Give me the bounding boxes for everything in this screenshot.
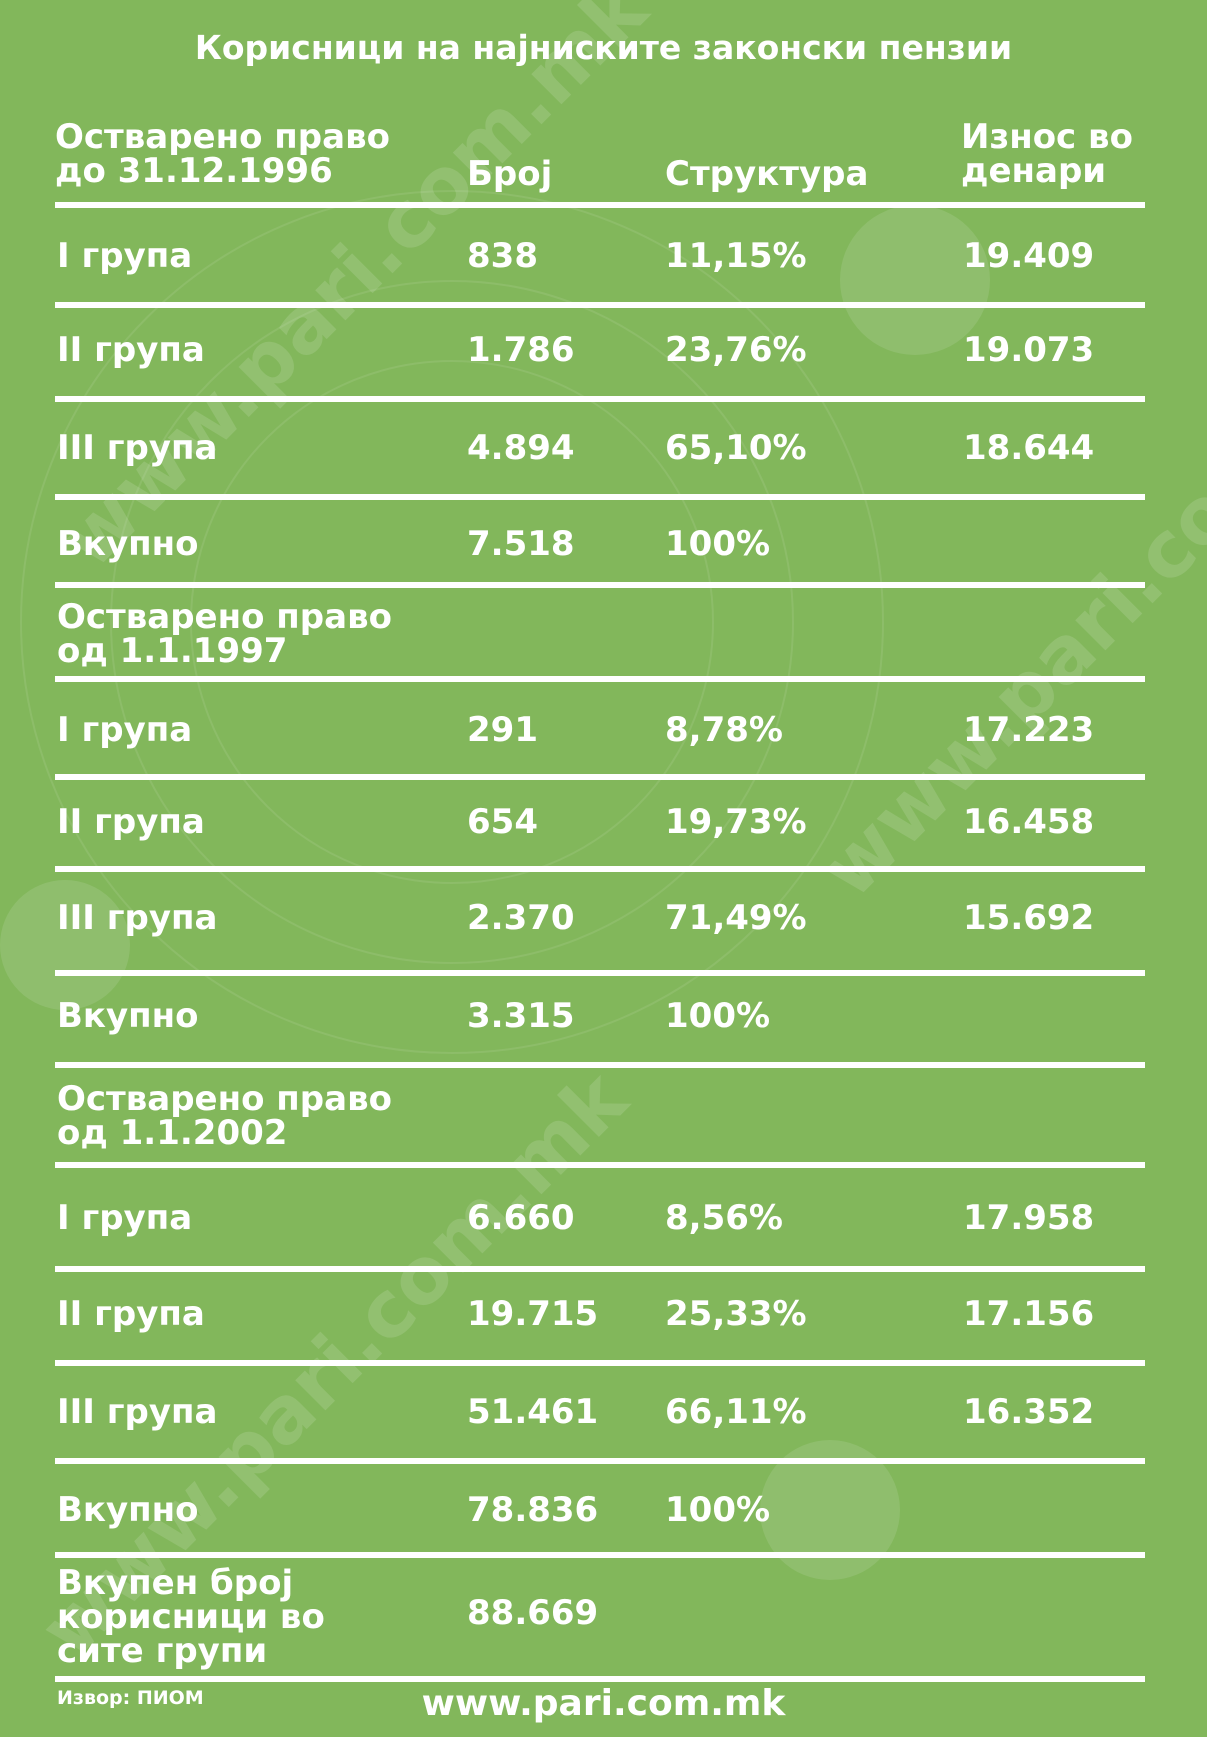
header-share: Структура <box>665 154 869 194</box>
share-value: 23,76% <box>665 330 807 370</box>
source-note: Извор: ПИОМ <box>57 1687 204 1709</box>
divider <box>55 202 1145 208</box>
group-label: I група <box>57 1198 193 1238</box>
count-value: 654 <box>467 802 538 842</box>
divider <box>55 1162 1145 1168</box>
share-value: 65,10% <box>665 428 807 468</box>
section-label: Остварено право од 1.1.2002 <box>57 1079 392 1153</box>
group-label: II група <box>57 1294 205 1334</box>
amount-value: 17.156 <box>963 1294 1095 1334</box>
amount-value: 15.692 <box>963 898 1095 938</box>
divider <box>55 1676 1145 1682</box>
website-url: www.pari.com.mk <box>421 1683 786 1724</box>
amount-value: 16.458 <box>963 802 1095 842</box>
amount-value: 19.073 <box>963 330 1095 370</box>
group-label: I група <box>57 710 193 750</box>
section-label: Остварено право од 1.1.1997 <box>57 597 392 671</box>
grand-total-count: 88.669 <box>467 1593 599 1633</box>
total-share: 100% <box>665 1490 771 1530</box>
share-value: 19,73% <box>665 802 807 842</box>
count-value: 4.894 <box>467 428 575 468</box>
group-label: II група <box>57 330 205 370</box>
total-count: 7.518 <box>467 524 575 564</box>
amount-value: 19.409 <box>963 236 1095 276</box>
count-value: 1.786 <box>467 330 575 370</box>
count-value: 19.715 <box>467 1294 599 1334</box>
divider <box>55 676 1145 682</box>
total-count: 3.315 <box>467 996 575 1036</box>
divider <box>55 1552 1145 1558</box>
divider <box>55 494 1145 500</box>
share-value: 25,33% <box>665 1294 807 1334</box>
count-value: 2.370 <box>467 898 575 938</box>
share-value: 8,56% <box>665 1198 783 1238</box>
divider <box>55 396 1145 402</box>
header-period-label: Остварено право до 31.12.1996 <box>55 117 390 191</box>
divider <box>55 774 1145 780</box>
divider <box>55 1266 1145 1272</box>
total-label: Вкупно <box>57 996 199 1036</box>
divider <box>55 1062 1145 1068</box>
group-label: II група <box>57 802 205 842</box>
count-value: 838 <box>467 236 538 276</box>
header-amount: Износ во денари <box>961 117 1133 191</box>
share-value: 71,49% <box>665 898 807 938</box>
amount-value: 17.958 <box>963 1198 1095 1238</box>
divider <box>55 970 1145 976</box>
group-label: III група <box>57 898 218 938</box>
page-title: Корисници на најниските законски пензии <box>194 28 1013 67</box>
grand-total-label: Вкупен број корисници во сите групи <box>57 1563 325 1671</box>
total-label: Вкупно <box>57 524 199 564</box>
divider <box>55 1458 1145 1464</box>
share-value: 11,15% <box>665 236 807 276</box>
divider <box>55 302 1145 308</box>
amount-value: 17.223 <box>963 710 1095 750</box>
total-count: 78.836 <box>467 1490 599 1530</box>
count-value: 51.461 <box>467 1392 599 1432</box>
group-label: III група <box>57 1392 218 1432</box>
total-share: 100% <box>665 524 771 564</box>
amount-value: 18.644 <box>963 428 1095 468</box>
group-label: III група <box>57 428 218 468</box>
total-share: 100% <box>665 996 771 1036</box>
table-header: Остварено право до 31.12.1996 Број Струк… <box>55 120 1145 202</box>
share-value: 66,11% <box>665 1392 807 1432</box>
count-value: 291 <box>467 710 538 750</box>
count-value: 6.660 <box>467 1198 575 1238</box>
divider <box>55 582 1145 588</box>
header-count: Број <box>467 154 553 194</box>
divider <box>55 1360 1145 1366</box>
share-value: 8,78% <box>665 710 783 750</box>
divider <box>55 866 1145 872</box>
group-label: I група <box>57 236 193 276</box>
amount-value: 16.352 <box>963 1392 1095 1432</box>
total-label: Вкупно <box>57 1490 199 1530</box>
